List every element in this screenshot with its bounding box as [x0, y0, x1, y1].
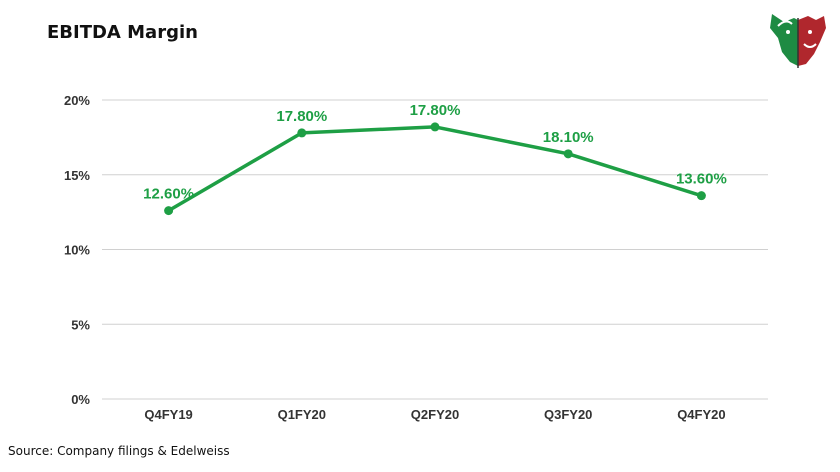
x-tick-label: Q4FY20: [677, 407, 725, 422]
data-point: [696, 191, 706, 201]
data-point: [563, 149, 573, 159]
gridlines: [102, 99, 768, 400]
y-tick-label: 5%: [71, 317, 90, 332]
x-axis-ticks: Q4FY19 Q1FY20 Q2FY20 Q3FY20 Q4FY20: [144, 407, 725, 422]
data-label: 18.10%: [543, 129, 594, 146]
data-point: [164, 206, 174, 216]
y-tick-label: 20%: [64, 93, 90, 108]
y-tick-label: 0%: [71, 392, 90, 407]
bull-bear-logo-icon: [770, 14, 826, 68]
source-note: Source: Company filings & Edelweiss: [8, 444, 230, 458]
chart-title: EBITDA Margin: [47, 22, 198, 43]
data-point: [430, 122, 440, 132]
series-line: [164, 122, 706, 216]
data-label: 13.60%: [676, 171, 727, 188]
x-tick-label: Q1FY20: [278, 407, 326, 422]
data-label: 17.80%: [276, 108, 327, 125]
x-tick-label: Q2FY20: [411, 407, 459, 422]
x-tick-label: Q4FY19: [144, 407, 192, 422]
data-label: 12.60%: [143, 186, 194, 203]
data-labels: 12.60% 17.80% 17.80% 18.10% 13.60%: [143, 102, 727, 203]
y-tick-label: 15%: [64, 168, 90, 183]
y-axis-ticks: 0% 5% 10% 15% 20%: [64, 93, 90, 407]
y-tick-label: 10%: [64, 243, 90, 258]
series-polyline: [167, 125, 702, 213]
data-point: [297, 128, 307, 138]
x-tick-label: Q3FY20: [544, 407, 592, 422]
data-label: 17.80%: [410, 102, 461, 119]
